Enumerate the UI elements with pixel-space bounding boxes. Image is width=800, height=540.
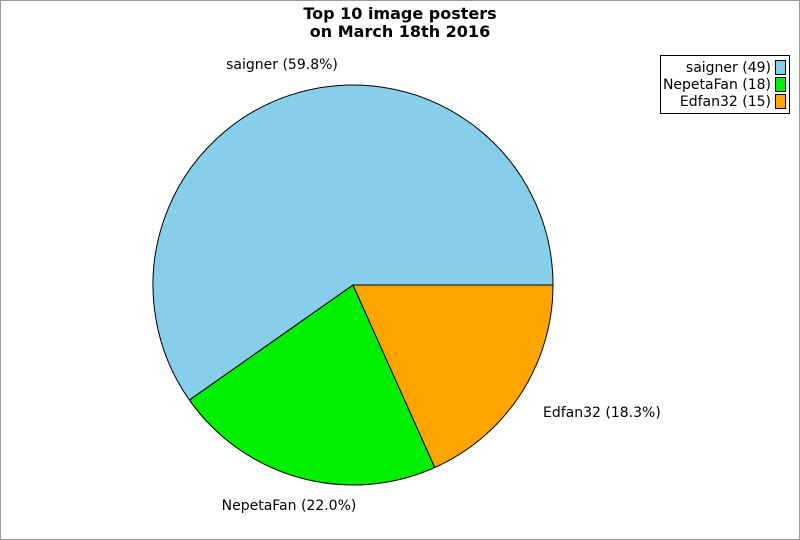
slice-label-edfan32: Edfan32 (18.3%) [543,405,661,421]
legend-label-saigner: saigner (49) [685,59,771,76]
slice-label-nepetafan: NepetaFan (22.0%) [221,498,357,514]
pie-slice-saigner [152,84,554,401]
legend-swatch-nepetafan [775,77,786,92]
legend-label-edfan32: Edfan32 (15) [679,93,771,110]
legend-item-saigner: saigner (49) [663,59,786,76]
legend-swatch-saigner [775,60,786,75]
chart-title-line2: on March 18th 2016 [309,22,491,41]
chart-title-line1: Top 10 image posters [303,4,497,23]
pie-slice-edfan32 [352,284,554,468]
slice-label-saigner: saigner (59.8%) [226,57,338,73]
chart-title: Top 10 image posters on March 18th 2016 [1,5,799,41]
legend-item-nepetafan: NepetaFan (18) [663,76,786,93]
legend-swatch-edfan32 [775,94,786,109]
legend-item-edfan32: Edfan32 (15) [663,93,786,110]
legend-label-nepetafan: NepetaFan (18) [662,76,771,93]
legend: saigner (49) NepetaFan (18) Edfan32 (15) [660,55,790,114]
pie-slice-nepetafan [188,284,436,486]
